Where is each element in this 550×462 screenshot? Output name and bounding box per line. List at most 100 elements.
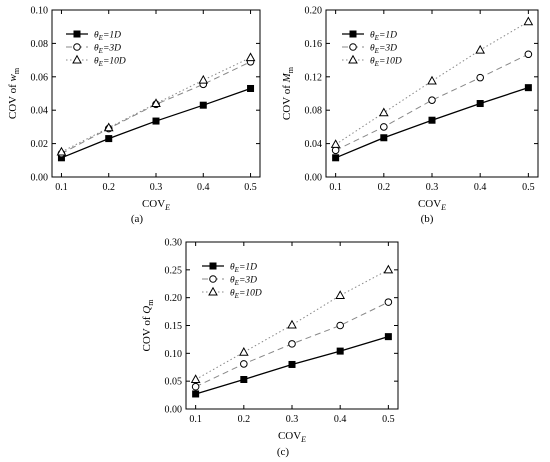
data-point-series-1 xyxy=(476,100,484,108)
x-axis-label: COVE xyxy=(142,198,170,212)
legend-label-2: θE=3D xyxy=(370,44,397,56)
y-axis-label: COV of Qm xyxy=(141,299,155,352)
data-point-series-2 xyxy=(288,340,296,348)
panel-label: (c) xyxy=(277,446,290,458)
legend-theta: θ xyxy=(94,57,99,67)
data-point-series-3 xyxy=(238,346,249,356)
plot-frame xyxy=(51,9,261,178)
legend-sub: E xyxy=(98,60,104,68)
legend-theta: θ xyxy=(370,57,375,67)
legend-theta: θ xyxy=(94,31,99,41)
data-point-series-1 xyxy=(240,375,248,383)
legend-label-3: θE=10D xyxy=(370,57,402,69)
legend-rest: =3D xyxy=(379,44,397,54)
data-point-series-2 xyxy=(331,146,340,155)
legend-label-1: θE=1D xyxy=(94,31,121,43)
data-point-series-1 xyxy=(199,101,207,109)
x-axis-label-main: COV xyxy=(278,430,301,442)
data-point-series-2 xyxy=(428,96,436,104)
legend-sub: E xyxy=(98,47,104,55)
y-axis-label: COV of Mm xyxy=(281,66,295,120)
legend-label-2: θE=3D xyxy=(230,276,257,288)
legend-marker-2 xyxy=(349,43,357,51)
legend-theta: θ xyxy=(230,263,235,273)
legend-sub: E xyxy=(234,266,240,274)
data-point-series-2 xyxy=(336,321,344,330)
legend-marker-2 xyxy=(73,43,81,51)
y-axis-label: COV of wm xyxy=(7,67,21,119)
y-tick-label: 0.02 xyxy=(31,139,49,150)
legend-sub: E xyxy=(374,34,380,42)
data-point-series-1 xyxy=(332,154,340,162)
x-axis-label-sub: E xyxy=(440,203,446,212)
y-tick-label: 0.08 xyxy=(305,106,323,117)
legend-theta: θ xyxy=(370,44,375,54)
y-axis-label-var: w xyxy=(7,73,19,81)
legend-rest: =1D xyxy=(103,31,121,41)
legend-label-2: θE=3D xyxy=(94,44,121,56)
legend-label-1: θE=1D xyxy=(370,31,397,43)
y-tick-label: 0.25 xyxy=(165,265,183,276)
x-tick-label: 0.1 xyxy=(329,182,342,193)
chart-panel-3: 0.1 0.2 0.3 0.4 0.5 0.00 0.05 0.10 0.15 0.20 0.25 0… xyxy=(141,238,399,458)
legend-marker-3 xyxy=(208,286,218,296)
x-tick-label: 0.4 xyxy=(474,182,487,193)
legend-rest: =3D xyxy=(103,44,121,54)
legend-marker-1 xyxy=(73,30,81,38)
series-line-2 xyxy=(61,61,251,155)
data-point-series-1 xyxy=(247,84,255,92)
y-tick-label: 0.00 xyxy=(165,405,183,416)
y-axis-label-sub: m xyxy=(286,66,295,73)
plot-frame xyxy=(325,9,539,178)
x-tick-label: 0.2 xyxy=(102,182,115,193)
data-point-series-1 xyxy=(384,333,392,341)
legend-sub: E xyxy=(98,34,104,42)
y-tick-label: 0.30 xyxy=(165,238,183,249)
legend-sub: E xyxy=(374,60,380,68)
y-tick-label: 0.04 xyxy=(31,106,49,117)
legend-theta: θ xyxy=(230,276,235,286)
data-point-series-2 xyxy=(380,123,388,131)
legend-sub: E xyxy=(234,279,240,287)
legend-marker-3 xyxy=(72,54,82,64)
legend-rest: =10D xyxy=(379,57,402,67)
y-tick-label: 0.06 xyxy=(31,72,49,83)
data-point-series-3 xyxy=(245,52,256,62)
legend-rest: =3D xyxy=(239,276,257,286)
panel-label: (b) xyxy=(421,213,434,225)
y-tick-label: 0.20 xyxy=(165,293,183,304)
legend-rest: =1D xyxy=(379,31,397,41)
x-axis-label-sub: E xyxy=(300,435,306,444)
x-axis-label-main: COV xyxy=(418,198,441,210)
x-tick-label: 0.2 xyxy=(238,414,251,425)
x-tick-label: 0.3 xyxy=(426,182,439,193)
legend-label-3: θE=10D xyxy=(230,289,262,301)
legend-rest: =10D xyxy=(239,289,262,299)
data-point-series-1 xyxy=(152,117,160,125)
data-point-series-3 xyxy=(427,75,437,85)
y-tick-label: 0.10 xyxy=(31,6,49,17)
y-axis-label-main: COV of xyxy=(141,314,153,352)
data-point-series-1 xyxy=(428,116,436,124)
legend-theta: θ xyxy=(370,31,375,41)
x-axis-label: COVE xyxy=(278,430,306,444)
x-axis-label: COVE xyxy=(418,198,446,212)
data-point-series-2 xyxy=(524,50,533,59)
y-axis-label-main: COV of xyxy=(281,82,293,120)
data-point-series-3 xyxy=(56,146,67,156)
x-tick-label: 0.2 xyxy=(378,182,391,193)
data-point-series-3 xyxy=(383,264,394,274)
legend-rest: =1D xyxy=(239,263,257,273)
legend-theta: θ xyxy=(94,44,99,54)
data-point-series-3 xyxy=(287,319,297,329)
y-axis-label-sub: m xyxy=(12,67,21,74)
y-axis-label-var: Q xyxy=(141,306,153,314)
legend-label-3: θE=10D xyxy=(94,57,126,69)
x-tick-label: 0.3 xyxy=(286,414,299,425)
data-point-series-3 xyxy=(103,122,114,132)
legend-sub: E xyxy=(234,292,240,300)
y-tick-label: 0.12 xyxy=(305,72,323,83)
data-point-series-1 xyxy=(105,135,113,143)
legend-marker-1 xyxy=(209,262,217,270)
